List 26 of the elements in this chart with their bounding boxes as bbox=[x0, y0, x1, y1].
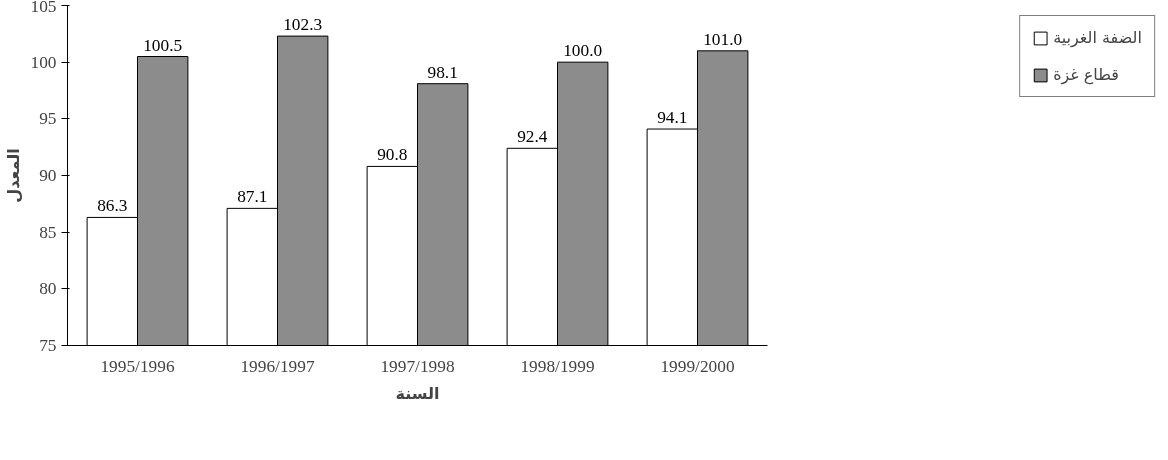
y-tick-label: 80 bbox=[39, 279, 57, 299]
data-label: 101.0 bbox=[703, 29, 743, 49]
data-label: 98.1 bbox=[427, 62, 458, 82]
x-tick-label: 1995/1996 bbox=[100, 356, 175, 376]
x-tick-label: 1996/1997 bbox=[240, 356, 315, 376]
data-label: 87.1 bbox=[237, 187, 268, 207]
x-tick-label: 1997/1998 bbox=[380, 356, 455, 376]
legend-label: الضفة الغربية bbox=[1053, 28, 1142, 47]
y-tick-label: 100 bbox=[30, 52, 57, 72]
data-label: 102.3 bbox=[283, 15, 323, 35]
data-label: 100.0 bbox=[563, 41, 603, 61]
data-label: 86.3 bbox=[97, 196, 128, 216]
y-tick-label: 95 bbox=[39, 109, 57, 129]
y-axis-title: المعدل bbox=[3, 148, 23, 203]
y-tick-label: 90 bbox=[39, 166, 57, 185]
data-label: 94.1 bbox=[657, 108, 688, 128]
data-label: 92.4 bbox=[517, 127, 548, 147]
x-axis-title: السنة bbox=[395, 383, 440, 403]
y-tick-label: 75 bbox=[39, 336, 57, 355]
x-tick-label: 1998/1999 bbox=[520, 356, 595, 376]
y-tick-label: 85 bbox=[39, 222, 57, 242]
data-label: 90.8 bbox=[377, 145, 408, 165]
data-label: 100.5 bbox=[143, 35, 183, 55]
x-tick-label: 1999/2000 bbox=[660, 356, 735, 376]
y-tick-label: 105 bbox=[30, 0, 57, 16]
legend-label: قطاع غزة bbox=[1053, 65, 1120, 84]
